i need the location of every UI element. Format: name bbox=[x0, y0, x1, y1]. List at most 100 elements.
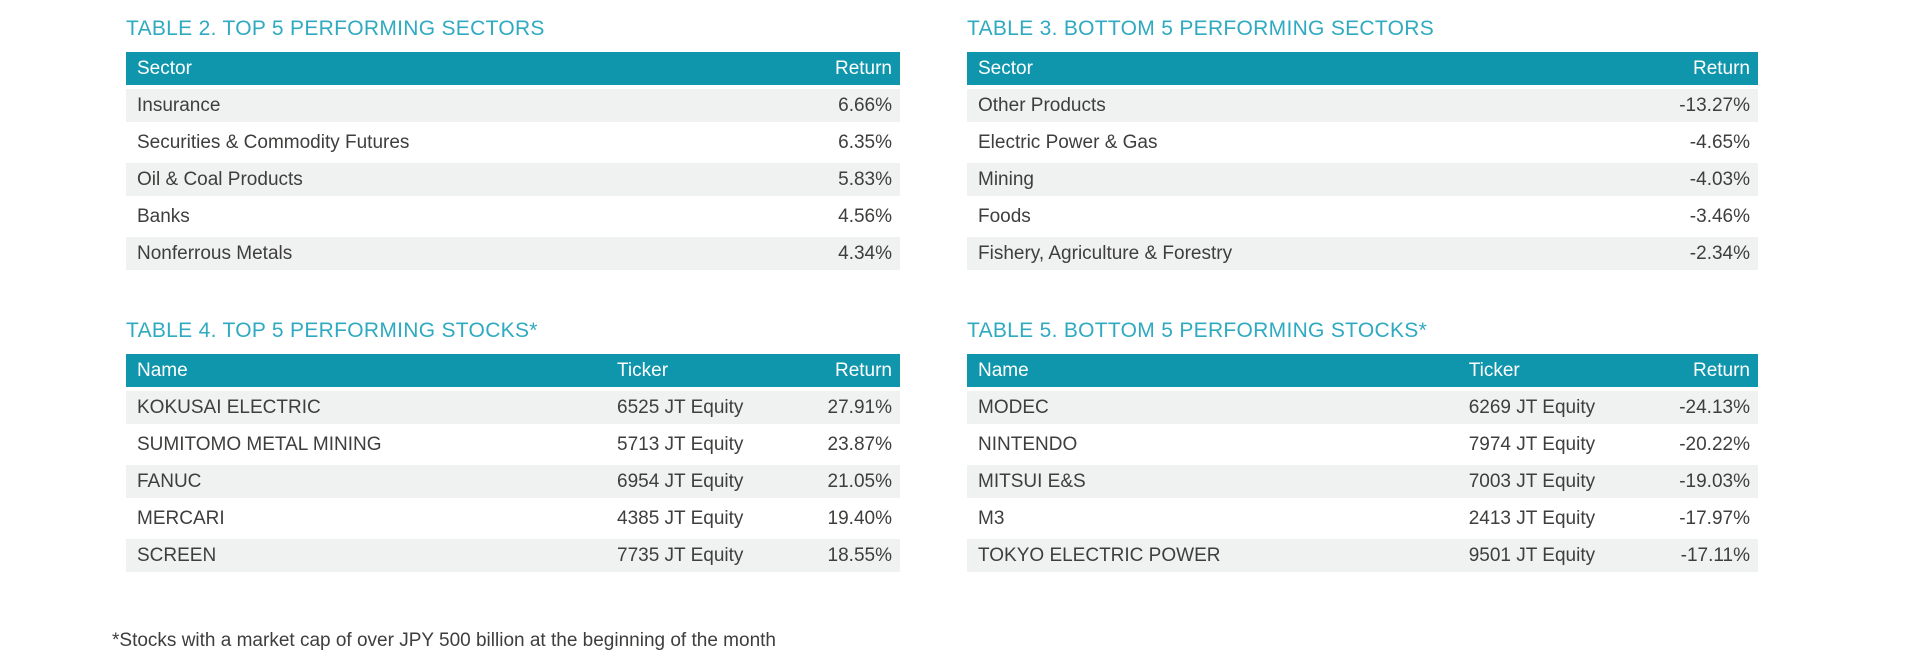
table-header-row: Name Ticker Return bbox=[967, 354, 1758, 391]
column-header: Sector bbox=[126, 52, 774, 89]
table-body: Other Products -13.27% Electric Power & Ga… bbox=[967, 87, 1758, 274]
cell: 4.56% bbox=[774, 198, 900, 237]
table-header-row: Sector Return bbox=[967, 52, 1758, 89]
footnote: *Stocks with a market cap of over JPY 50… bbox=[112, 630, 776, 651]
cell: TOKYO ELECTRIC POWER bbox=[967, 537, 1458, 576]
cell: Fishery, Agriculture & Forestry bbox=[967, 235, 1632, 274]
table-row: Banks 4.56% bbox=[126, 198, 900, 237]
table-row: Fishery, Agriculture & Forestry -2.34% bbox=[967, 235, 1758, 274]
table-4-title: TABLE 4. TOP 5 PERFORMING STOCKS* bbox=[126, 319, 538, 342]
cell: -17.97% bbox=[1635, 500, 1758, 539]
table-body: KOKUSAI ELECTRIC 6525 JT Equity 27.91% SUMI… bbox=[126, 389, 900, 576]
cell: -4.65% bbox=[1632, 124, 1758, 163]
table-5-bottom-stocks: Name Ticker Return MODEC 6269 JT Equity -24.… bbox=[967, 354, 1758, 576]
cell: -20.22% bbox=[1635, 426, 1758, 465]
cell: SUMITOMO METAL MINING bbox=[126, 426, 607, 465]
cell: 9501 JT Equity bbox=[1457, 537, 1636, 576]
column-header: Ticker bbox=[606, 354, 781, 391]
top-sectors-section: TABLE 2. TOP 5 PERFORMING SECTORS Sector… bbox=[126, 16, 900, 274]
cell: MITSUI E&S bbox=[967, 463, 1458, 502]
table-row: KOKUSAI ELECTRIC 6525 JT Equity 27.91% bbox=[126, 389, 900, 428]
table-header-row: Sector Return bbox=[126, 52, 900, 89]
table-row: Insurance 6.66% bbox=[126, 87, 900, 126]
table-row: SUMITOMO METAL MINING 5713 JT Equity 23.87… bbox=[126, 426, 900, 465]
cell: Mining bbox=[967, 161, 1632, 200]
cell: -2.34% bbox=[1632, 235, 1758, 274]
table-body: Insurance 6.66% Securities & Commodity Fut… bbox=[126, 87, 900, 274]
table-row: M3 2413 JT Equity -17.97% bbox=[967, 500, 1758, 539]
cell: 27.91% bbox=[780, 389, 900, 428]
table-3-bottom-sectors: Sector Return Other Products -13.27% Electr… bbox=[967, 52, 1758, 274]
cell: SCREEN bbox=[126, 537, 607, 576]
bottom-sectors-section: TABLE 3. BOTTOM 5 PERFORMING SECTORS Sec… bbox=[967, 16, 1758, 274]
column-header: Ticker bbox=[1457, 354, 1636, 391]
cell: 19.40% bbox=[780, 500, 900, 539]
cell: 7974 JT Equity bbox=[1457, 426, 1636, 465]
column-header: Return bbox=[780, 354, 900, 391]
cell: 21.05% bbox=[780, 463, 900, 502]
cell: Banks bbox=[126, 198, 774, 237]
cell: 5713 JT Equity bbox=[606, 426, 781, 465]
top-stocks-section: TABLE 4. TOP 5 PERFORMING STOCKS* Name Ti… bbox=[126, 318, 900, 576]
cell: 5.83% bbox=[774, 161, 900, 200]
bottom-stocks-section: TABLE 5. BOTTOM 5 PERFORMING STOCKS* Nam… bbox=[967, 318, 1758, 576]
cell: M3 bbox=[967, 500, 1458, 539]
table-row: NINTENDO 7974 JT Equity -20.22% bbox=[967, 426, 1758, 465]
cell: Other Products bbox=[967, 87, 1632, 126]
cell: 7003 JT Equity bbox=[1457, 463, 1636, 502]
table-2-top-sectors: Sector Return Insurance 6.66% Securities & … bbox=[126, 52, 900, 274]
cell: 4385 JT Equity bbox=[606, 500, 781, 539]
table-2-title: TABLE 2. TOP 5 PERFORMING SECTORS bbox=[126, 17, 545, 40]
cell: MODEC bbox=[967, 389, 1458, 428]
cell: 6.35% bbox=[774, 124, 900, 163]
column-header: Return bbox=[774, 52, 900, 89]
table-row: SCREEN 7735 JT Equity 18.55% bbox=[126, 537, 900, 576]
cell: 2413 JT Equity bbox=[1457, 500, 1636, 539]
table-row: Other Products -13.27% bbox=[967, 87, 1758, 126]
table-row: FANUC 6954 JT Equity 21.05% bbox=[126, 463, 900, 502]
cell: 6954 JT Equity bbox=[606, 463, 781, 502]
table-row: Securities & Commodity Futures 6.35% bbox=[126, 124, 900, 163]
table-5-title: TABLE 5. BOTTOM 5 PERFORMING STOCKS* bbox=[967, 319, 1428, 342]
cell: -17.11% bbox=[1635, 537, 1758, 576]
cell: Oil & Coal Products bbox=[126, 161, 774, 200]
column-header: Name bbox=[126, 354, 607, 391]
cell: 23.87% bbox=[780, 426, 900, 465]
column-header: Sector bbox=[967, 52, 1632, 89]
table-row: MERCARI 4385 JT Equity 19.40% bbox=[126, 500, 900, 539]
table-row: Electric Power & Gas -4.65% bbox=[967, 124, 1758, 163]
cell: 18.55% bbox=[780, 537, 900, 576]
cell: Securities & Commodity Futures bbox=[126, 124, 774, 163]
column-header: Return bbox=[1635, 354, 1758, 391]
cell: Electric Power & Gas bbox=[967, 124, 1632, 163]
table-row: Mining -4.03% bbox=[967, 161, 1758, 200]
table-row: TOKYO ELECTRIC POWER 9501 JT Equity -17.11… bbox=[967, 537, 1758, 576]
column-header: Return bbox=[1632, 52, 1758, 89]
cell: MERCARI bbox=[126, 500, 607, 539]
cell: Insurance bbox=[126, 87, 774, 126]
table-row: MODEC 6269 JT Equity -24.13% bbox=[967, 389, 1758, 428]
cell: Nonferrous Metals bbox=[126, 235, 774, 274]
cell: -3.46% bbox=[1632, 198, 1758, 237]
cell: 7735 JT Equity bbox=[606, 537, 781, 576]
cell: -4.03% bbox=[1632, 161, 1758, 200]
table-3-title: TABLE 3. BOTTOM 5 PERFORMING SECTORS bbox=[967, 17, 1435, 40]
cell: Foods bbox=[967, 198, 1632, 237]
table-row: Nonferrous Metals 4.34% bbox=[126, 235, 900, 274]
cell: -19.03% bbox=[1635, 463, 1758, 502]
cell: -24.13% bbox=[1635, 389, 1758, 428]
table-4-top-stocks: Name Ticker Return KOKUSAI ELECTRIC 6525 JT… bbox=[126, 354, 900, 576]
table-row: Foods -3.46% bbox=[967, 198, 1758, 237]
table-body: MODEC 6269 JT Equity -24.13% NINTENDO 7974 J… bbox=[967, 389, 1758, 576]
table-row: Oil & Coal Products 5.83% bbox=[126, 161, 900, 200]
table-header-row: Name Ticker Return bbox=[126, 354, 900, 391]
column-header: Name bbox=[967, 354, 1458, 391]
table-row: MITSUI E&S 7003 JT Equity -19.03% bbox=[967, 463, 1758, 502]
cell: FANUC bbox=[126, 463, 607, 502]
cell: 4.34% bbox=[774, 235, 900, 274]
cell: NINTENDO bbox=[967, 426, 1458, 465]
cell: 6269 JT Equity bbox=[1457, 389, 1636, 428]
cell: 6.66% bbox=[774, 87, 900, 126]
cell: 6525 JT Equity bbox=[606, 389, 781, 428]
